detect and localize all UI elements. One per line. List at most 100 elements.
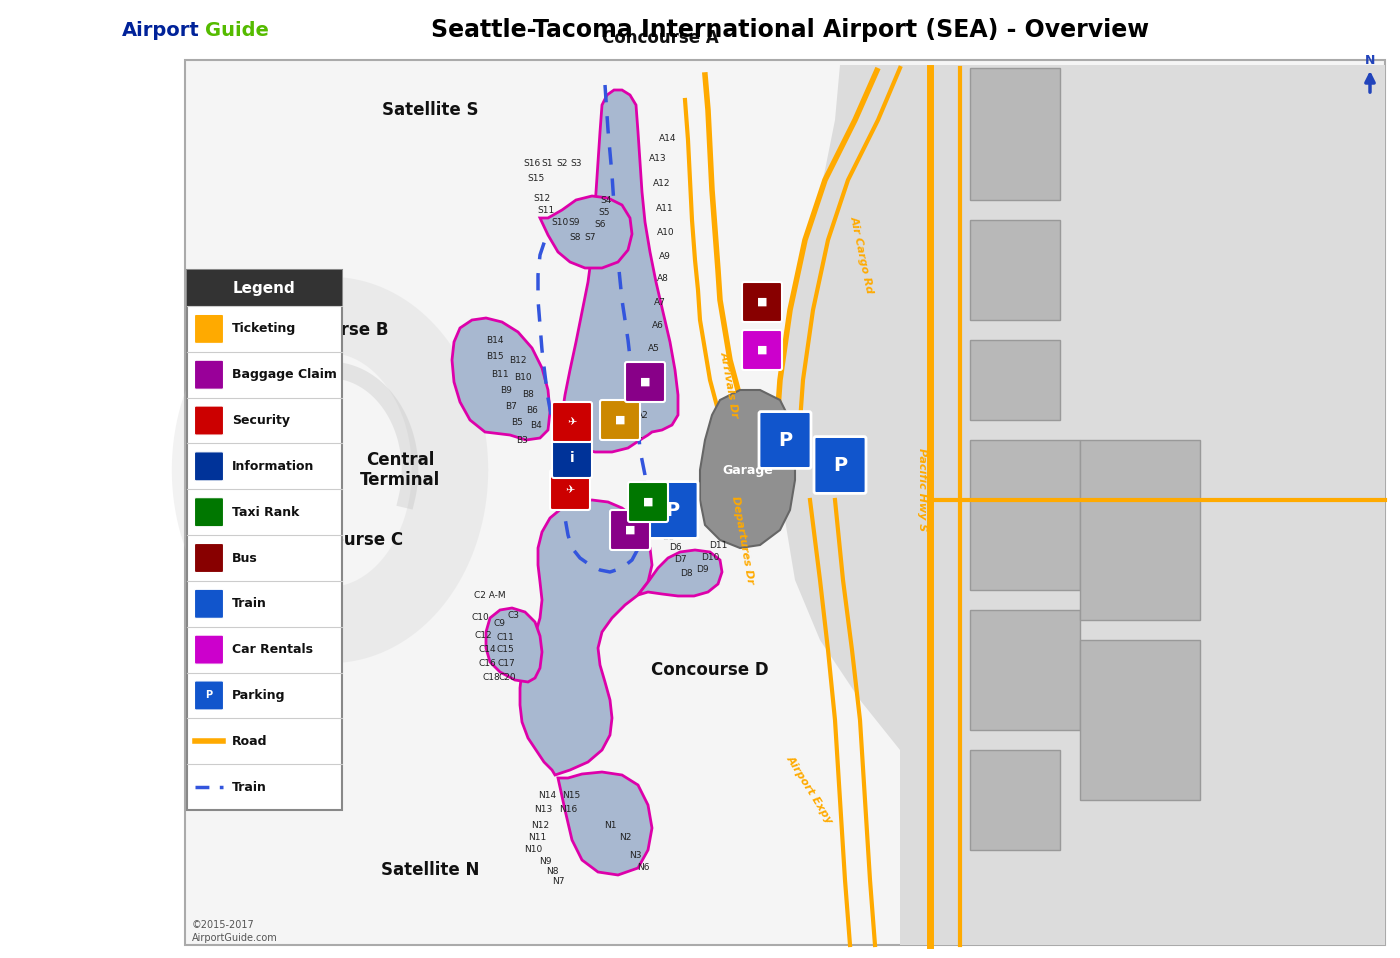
Text: Train: Train (232, 781, 267, 793)
Text: A6: A6 (652, 321, 664, 330)
Text: B5: B5 (511, 418, 524, 426)
Text: Ticketing: Ticketing (232, 323, 297, 335)
Text: D3: D3 (651, 510, 665, 518)
Text: Guide: Guide (204, 20, 269, 39)
Text: B15: B15 (486, 352, 504, 360)
Bar (188, 270, 342, 306)
Text: S7: S7 (584, 233, 596, 241)
Text: N10: N10 (524, 846, 542, 855)
Text: A2: A2 (637, 410, 648, 420)
Text: A4: A4 (645, 366, 657, 375)
Text: A13: A13 (650, 153, 666, 163)
Text: ✈: ✈ (566, 485, 574, 495)
Text: A5: A5 (648, 344, 659, 353)
Text: A14: A14 (659, 133, 676, 143)
FancyBboxPatch shape (195, 543, 224, 573)
Text: P: P (778, 430, 792, 449)
Text: ■: ■ (757, 297, 767, 307)
Text: ■: ■ (615, 415, 626, 425)
Text: Central
Terminal: Central Terminal (360, 450, 440, 490)
Text: C12: C12 (475, 630, 491, 640)
Text: S15: S15 (528, 173, 545, 183)
Text: P: P (833, 455, 847, 474)
FancyBboxPatch shape (552, 438, 592, 478)
FancyBboxPatch shape (185, 60, 1385, 945)
Text: A12: A12 (654, 178, 671, 188)
FancyBboxPatch shape (195, 635, 224, 664)
Text: Train: Train (232, 598, 267, 610)
Text: N13: N13 (533, 806, 552, 814)
Text: C2 A-M: C2 A-M (475, 591, 505, 601)
Text: D7: D7 (673, 556, 686, 564)
Bar (970, 220, 1060, 320)
FancyBboxPatch shape (813, 437, 867, 493)
Text: A1: A1 (631, 430, 644, 440)
Text: C14: C14 (479, 646, 496, 654)
Text: Pacific Hwy S: Pacific Hwy S (917, 448, 927, 532)
Bar (970, 610, 1079, 730)
Text: Information: Information (232, 460, 315, 473)
Text: S2: S2 (556, 158, 567, 168)
Text: N6: N6 (637, 863, 650, 873)
FancyBboxPatch shape (195, 498, 224, 527)
FancyBboxPatch shape (195, 314, 224, 343)
Text: B9: B9 (500, 385, 512, 395)
Text: Airport: Airport (122, 20, 200, 39)
Text: Legend: Legend (234, 281, 295, 295)
Text: S3: S3 (570, 158, 582, 168)
Text: P: P (206, 691, 213, 700)
Polygon shape (519, 500, 652, 775)
Text: Satellite S: Satellite S (382, 101, 479, 119)
FancyBboxPatch shape (645, 482, 699, 538)
Text: Security: Security (232, 414, 290, 427)
Text: A10: A10 (657, 227, 675, 237)
Text: B14: B14 (486, 335, 504, 345)
FancyBboxPatch shape (610, 510, 650, 550)
FancyBboxPatch shape (759, 412, 811, 468)
Bar (970, 68, 1060, 200)
FancyBboxPatch shape (601, 400, 640, 440)
Text: N3: N3 (629, 851, 641, 859)
Text: B4: B4 (531, 421, 542, 429)
FancyBboxPatch shape (624, 362, 665, 402)
Text: D10: D10 (701, 554, 720, 562)
Text: D8: D8 (679, 569, 693, 579)
Text: C17: C17 (497, 659, 515, 669)
Text: B12: B12 (510, 355, 526, 364)
Text: D2: D2 (647, 497, 659, 507)
Text: A8: A8 (657, 273, 669, 283)
Text: Bus: Bus (232, 552, 258, 564)
Text: ■: ■ (640, 377, 650, 387)
Text: S12: S12 (533, 194, 550, 202)
Text: C20: C20 (498, 673, 515, 682)
Text: N15: N15 (561, 790, 580, 800)
Text: Airport Expy: Airport Expy (785, 754, 834, 826)
Polygon shape (700, 390, 795, 548)
Text: Arrivals Dr: Arrivals Dr (720, 351, 741, 419)
Polygon shape (540, 196, 631, 268)
FancyBboxPatch shape (629, 482, 668, 522)
Text: Car Rentals: Car Rentals (232, 643, 314, 656)
Text: Garage: Garage (722, 464, 773, 476)
Text: D9: D9 (696, 565, 708, 575)
Text: ✈: ✈ (567, 417, 577, 427)
Bar (188, 270, 342, 810)
Bar (970, 750, 1060, 850)
Text: P: P (665, 500, 679, 519)
Text: Satellite N: Satellite N (381, 861, 479, 879)
FancyBboxPatch shape (742, 282, 783, 322)
Text: N: N (1365, 54, 1375, 66)
Text: Road: Road (232, 735, 267, 748)
FancyBboxPatch shape (742, 330, 783, 370)
FancyBboxPatch shape (195, 360, 224, 389)
Text: S1: S1 (542, 158, 553, 168)
FancyBboxPatch shape (195, 681, 224, 710)
Text: Taxi Rank: Taxi Rank (232, 506, 300, 518)
Bar (1079, 640, 1200, 800)
Text: N9: N9 (539, 857, 552, 866)
Polygon shape (638, 550, 722, 596)
Text: D1: D1 (640, 486, 652, 494)
Text: ■: ■ (643, 497, 654, 507)
Text: i: i (570, 451, 574, 465)
Text: Concourse D: Concourse D (651, 661, 769, 679)
